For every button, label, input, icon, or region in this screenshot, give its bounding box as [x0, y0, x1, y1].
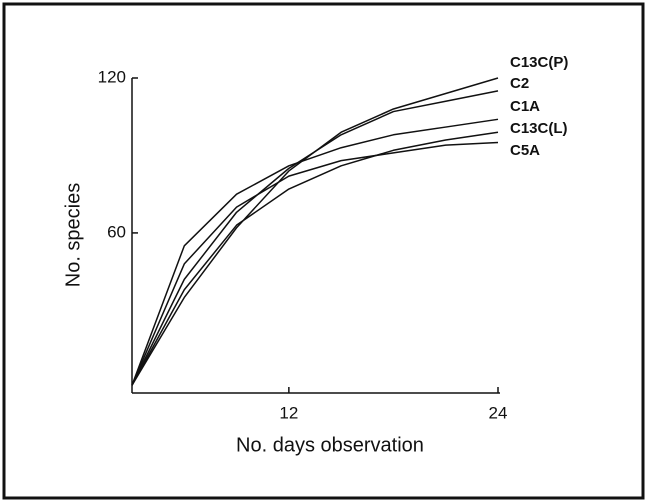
series-label: C13C(P) [510, 54, 568, 71]
series-label: C5A [510, 142, 540, 159]
series-line [131, 118, 499, 386]
series-label: C13C(L) [510, 120, 568, 137]
series-line [131, 131, 499, 386]
y-axis-label: No. species [62, 183, 84, 288]
x-axis-label: No. days observation [236, 434, 424, 456]
series-label: C2 [510, 75, 529, 92]
y-tick-label: 120 [98, 67, 126, 86]
y-tick-label: 60 [107, 222, 126, 241]
x-tick-label: 24 [489, 403, 508, 422]
series-line [131, 141, 499, 386]
series-line [131, 90, 499, 386]
series-line [131, 77, 499, 386]
x-tick-label: 12 [279, 403, 298, 422]
series-label: C1A [510, 98, 540, 115]
